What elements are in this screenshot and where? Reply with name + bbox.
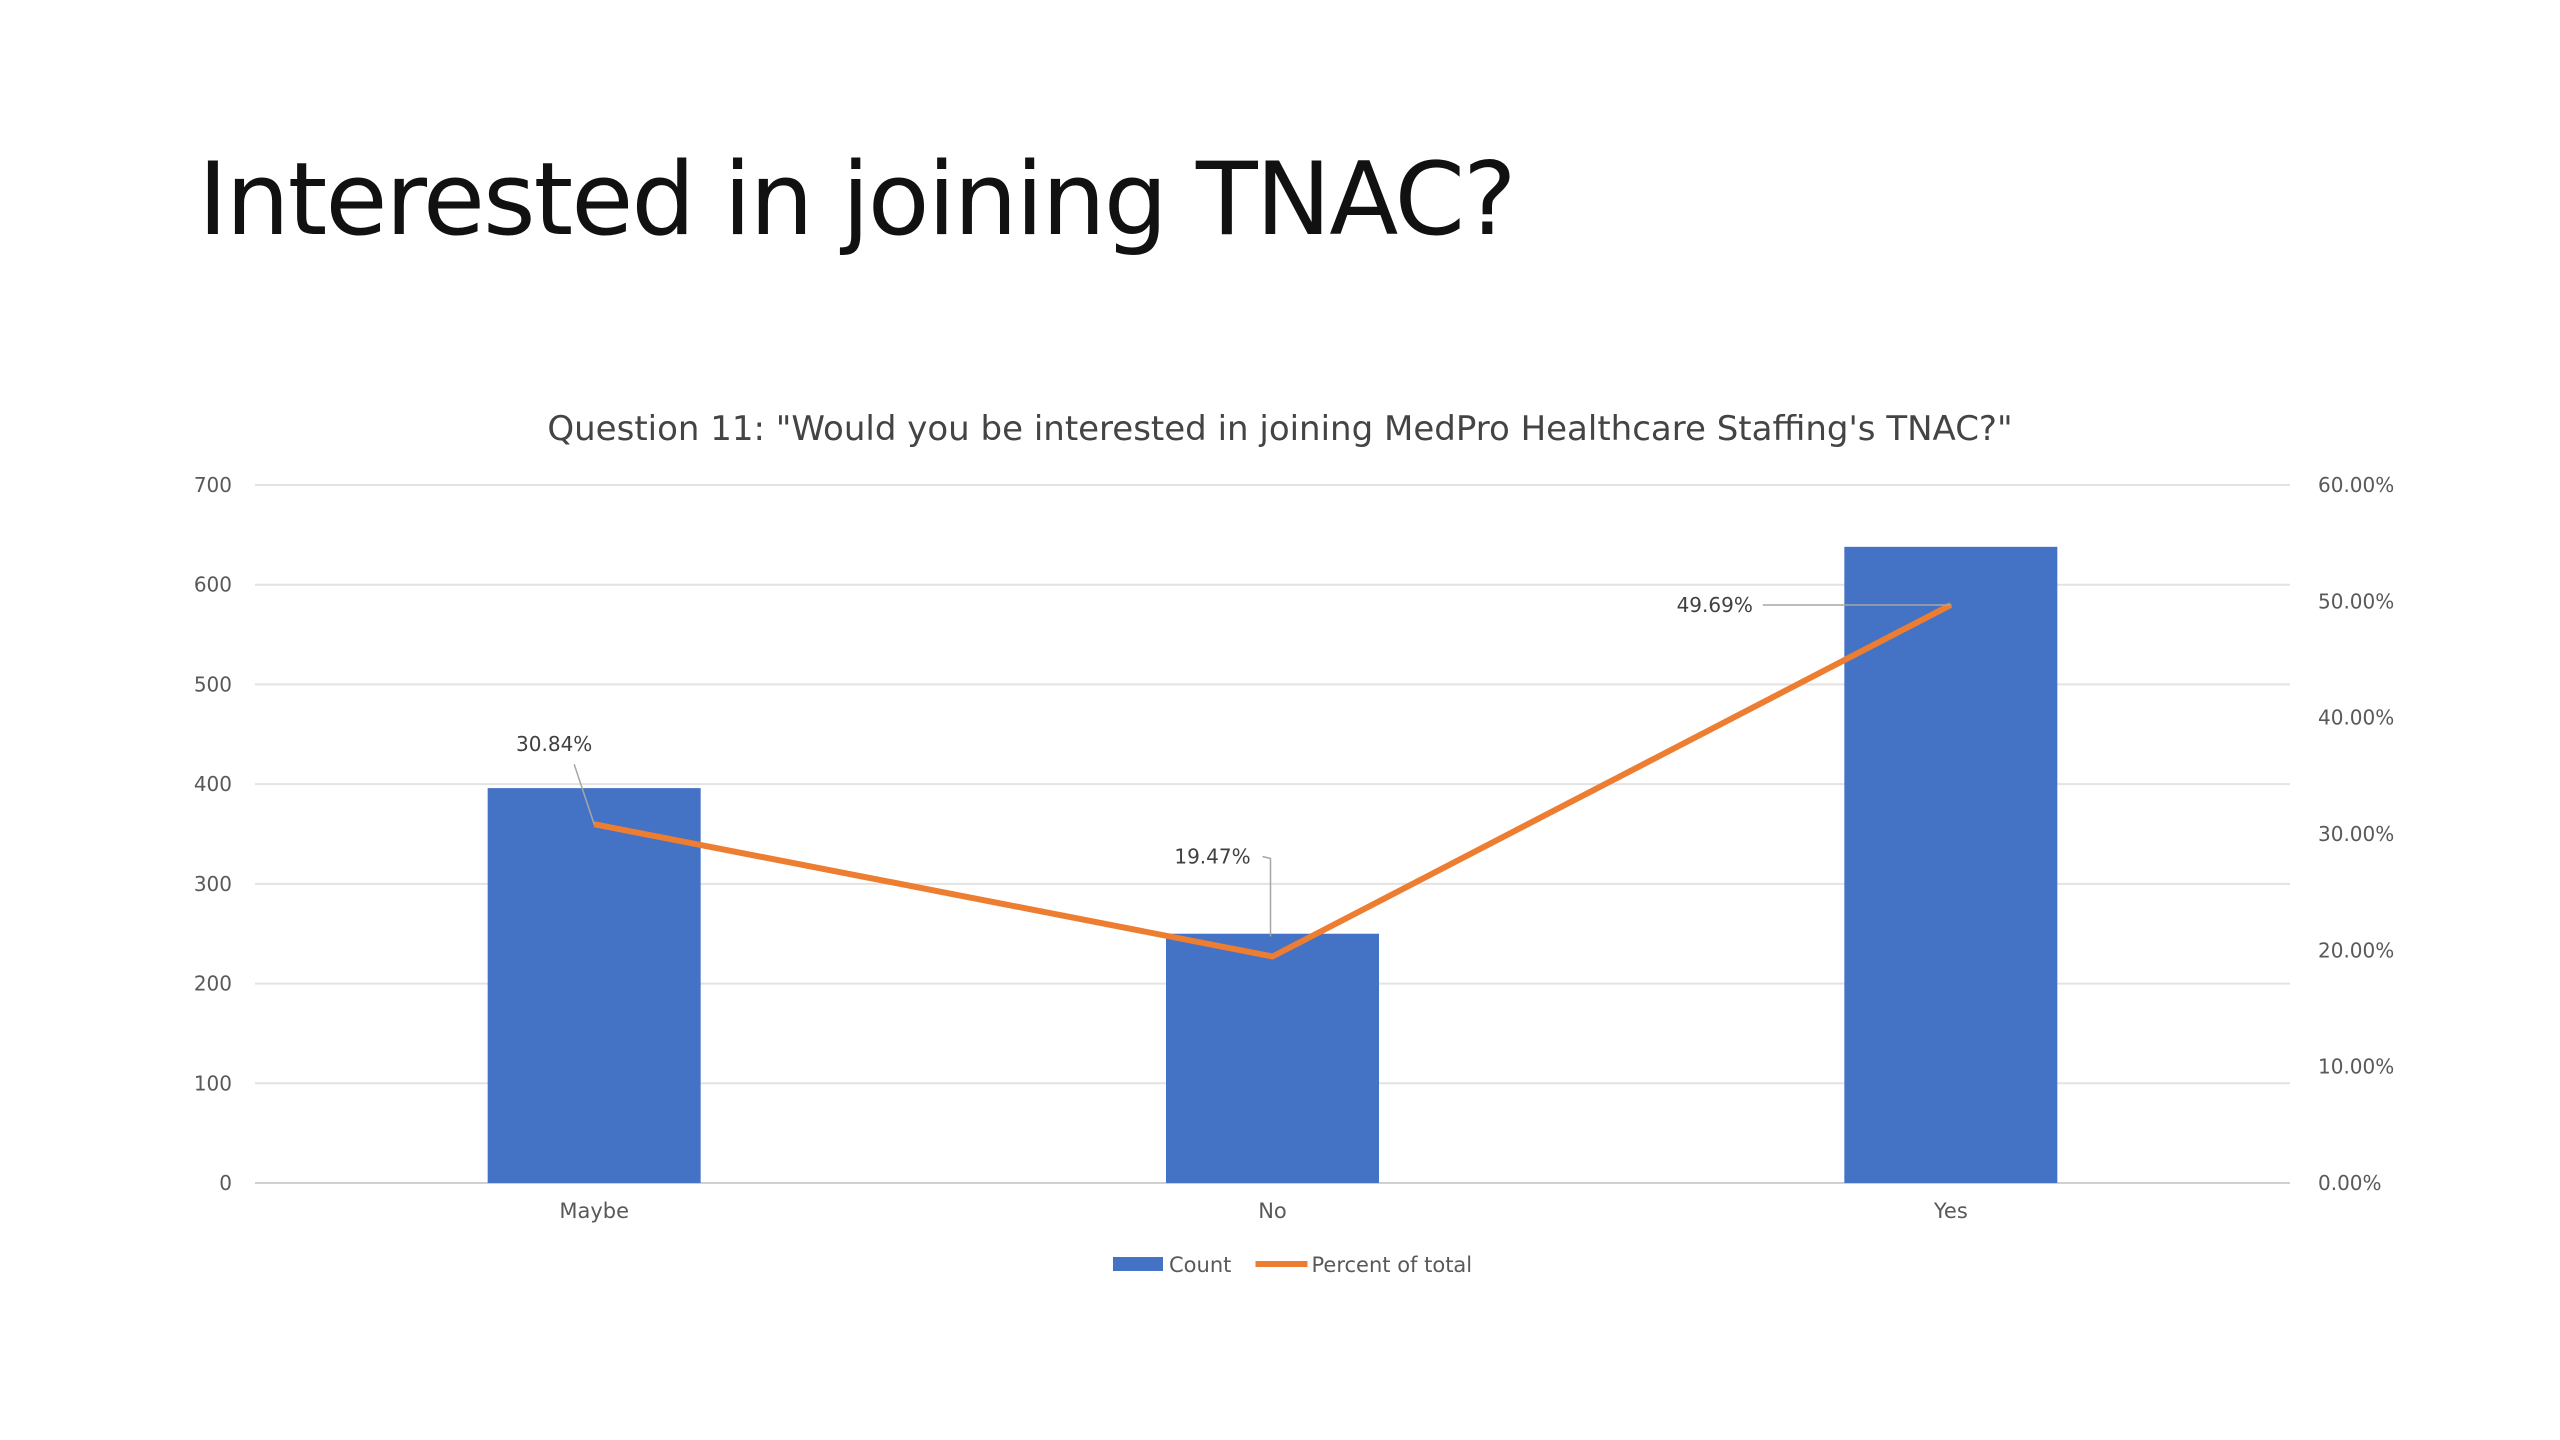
data-label: 30.84% [516, 732, 592, 756]
bar-series-count [487, 546, 2058, 1183]
leader-line [573, 763, 595, 825]
right-tick-label: 20.00% [2318, 938, 2394, 962]
line-point [1271, 955, 1274, 958]
right-tick-label: 50.00% [2318, 589, 2394, 613]
category-label: Yes [1933, 1199, 1968, 1223]
left-tick-label: 600 [194, 573, 232, 597]
left-tick-label: 700 [194, 473, 232, 497]
left-tick-label: 0 [219, 1171, 232, 1195]
legend: Count Percent of total [1113, 1253, 1472, 1277]
leader-line [1262, 855, 1272, 937]
data-label: 49.69% [1677, 593, 1753, 617]
right-axis-ticks: 0.00% 10.00% 20.00% 30.00% 40.00% 50.00% 60.00… [2318, 473, 2394, 1195]
legend-label: Count [1169, 1253, 1231, 1277]
category-label: No [1258, 1199, 1287, 1223]
right-tick-label: 30.00% [2318, 822, 2394, 846]
category-labels: Maybe No Yes [559, 1199, 1967, 1223]
legend-label: Percent of total [1312, 1253, 1473, 1277]
right-tick-label: 40.00% [2318, 706, 2394, 730]
percent-line [593, 602, 1953, 960]
left-tick-label: 200 [194, 972, 232, 996]
data-labels: 30.84% 19.47% 49.69% [516, 593, 1951, 937]
right-tick-label: 10.00% [2318, 1055, 2394, 1079]
right-tick-label: 0.00% [2318, 1171, 2382, 1195]
bar-yes [1844, 546, 2058, 1183]
legend-swatch-count [1113, 1257, 1163, 1271]
left-tick-label: 400 [194, 772, 232, 796]
slide-title: Interested in joining TNAC? [198, 140, 1517, 258]
left-axis-ticks: 0 100 200 300 400 500 600 700 [194, 473, 232, 1195]
left-tick-label: 100 [194, 1071, 232, 1095]
left-tick-label: 500 [194, 672, 232, 696]
line-series-percent [593, 602, 1953, 960]
bar-maybe [487, 788, 701, 1183]
left-tick-label: 300 [194, 872, 232, 896]
right-tick-label: 60.00% [2318, 473, 2394, 497]
category-label: Maybe [559, 1199, 629, 1223]
data-label: 19.47% [1174, 844, 1250, 868]
bar-no [1166, 933, 1379, 1183]
chart-title: Question 11: "Would you be interested in… [547, 409, 2012, 449]
